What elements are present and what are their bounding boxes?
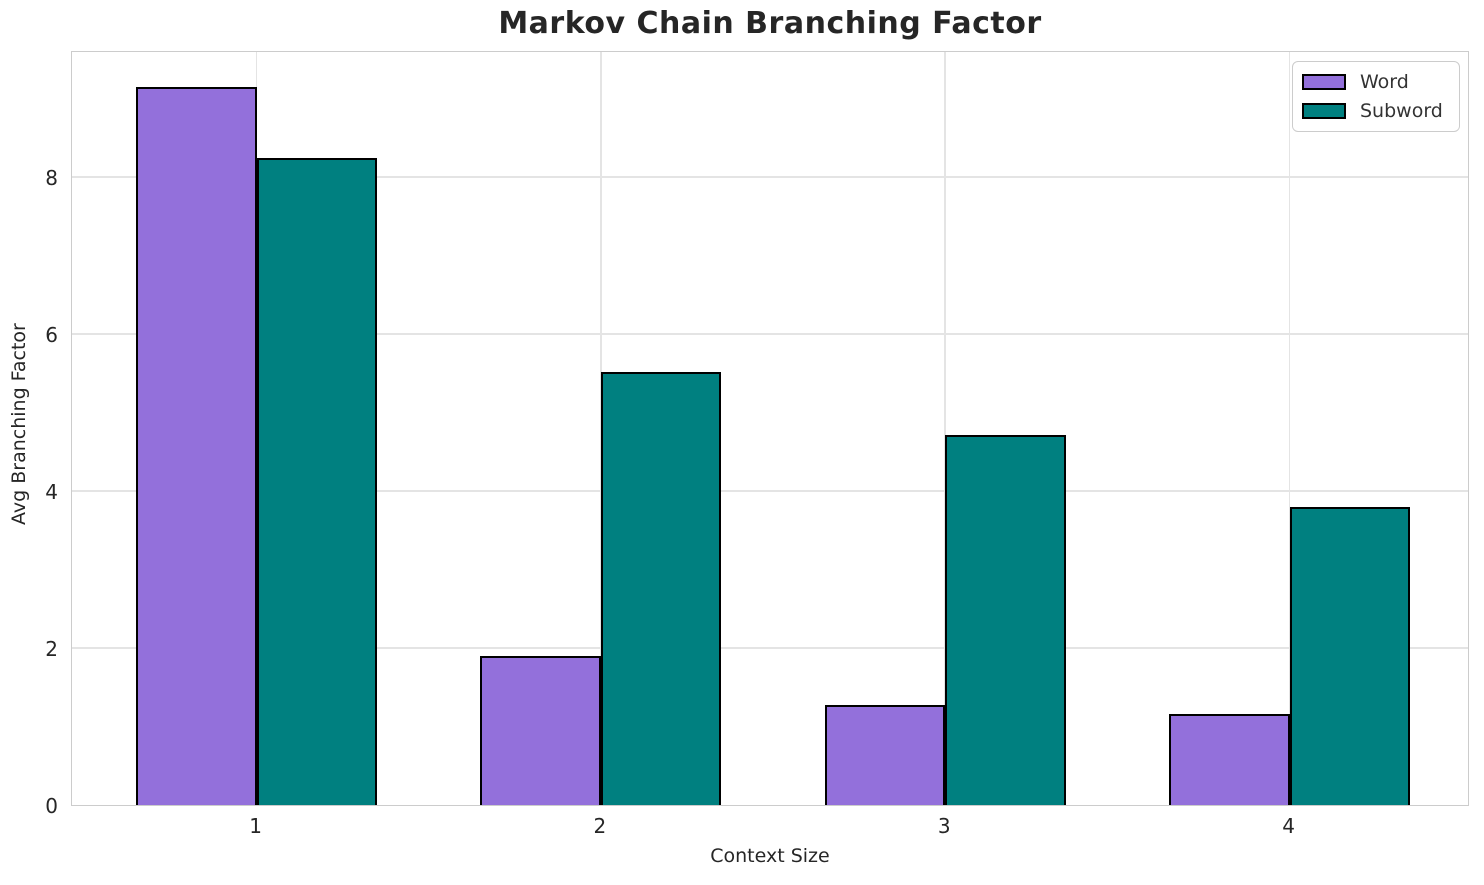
- y-tick-label-8: 8: [45, 166, 58, 191]
- x-tick-label-2: 2: [593, 814, 607, 838]
- bar-word-4: [1169, 713, 1290, 805]
- y-tick-label-6: 6: [45, 323, 58, 348]
- legend-swatch-subword-icon: [1302, 103, 1346, 119]
- bar-word-2: [480, 655, 601, 805]
- bar-word-1: [136, 86, 257, 805]
- y-tick-label-0: 0: [45, 794, 58, 818]
- bar-subword-1: [256, 157, 378, 805]
- bar-subword-3: [945, 434, 1066, 805]
- chart-title: Markov Chain Branching Factor: [498, 6, 1042, 41]
- gridline-x-4: [1288, 52, 1291, 805]
- bar-subword-4: [1289, 506, 1411, 805]
- legend-swatch-word-icon: [1302, 74, 1346, 90]
- legend-item-word: Word: [1302, 71, 1447, 93]
- plot-area: [71, 51, 1469, 806]
- gridline-y-2: [72, 647, 1468, 649]
- x-axis-label: Context Size: [710, 845, 830, 867]
- gridline-y-8: [72, 176, 1468, 178]
- y-axis-label: Avg Branching Factor: [8, 323, 30, 525]
- y-tick-label-2: 2: [45, 637, 58, 662]
- y-tick-label-4: 4: [45, 480, 58, 505]
- gridline-y-4: [72, 490, 1468, 492]
- bar-word-3: [824, 705, 946, 805]
- bar-subword-2: [600, 371, 722, 805]
- gridline-x-3: [944, 52, 946, 805]
- x-tick-label-1: 1: [249, 814, 262, 838]
- legend-label-word: Word: [1360, 71, 1409, 93]
- legend-label-subword: Subword: [1360, 100, 1443, 122]
- x-tick-label-3: 3: [937, 814, 951, 838]
- legend: Word Subword: [1292, 61, 1460, 132]
- gridline-y-6: [72, 333, 1468, 335]
- x-tick-label-4: 4: [1282, 814, 1295, 838]
- legend-item-subword: Subword: [1302, 100, 1447, 122]
